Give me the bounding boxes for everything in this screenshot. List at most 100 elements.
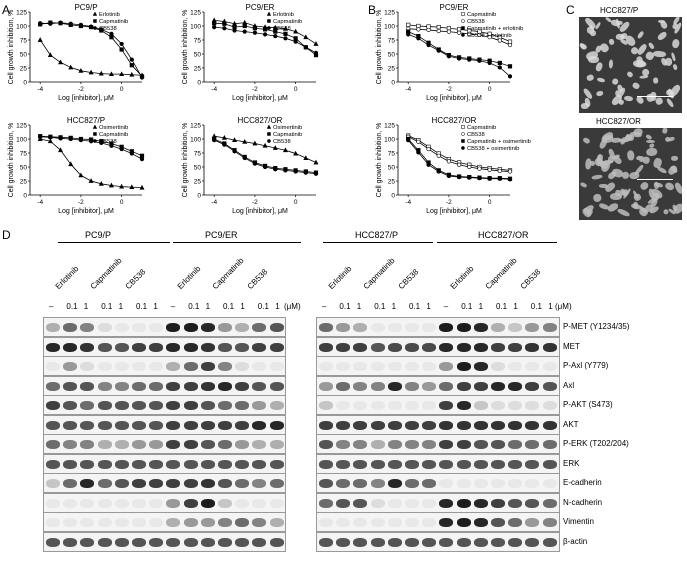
data-point: [252, 161, 258, 166]
blot-band: [405, 459, 419, 469]
blot-band: [183, 518, 198, 527]
dose-label: 1: [356, 302, 362, 311]
data-point: [313, 159, 319, 165]
blot-band: [405, 381, 419, 391]
data-point: [446, 173, 452, 179]
blot-band: [508, 342, 523, 352]
drug-label: Capmatinib: [361, 256, 397, 291]
data-point: [119, 183, 125, 189]
blot-band: [473, 401, 488, 410]
blot-band: [97, 381, 112, 391]
data-point: [242, 23, 247, 29]
blot-band: [166, 362, 181, 371]
blot-band: [269, 440, 284, 449]
blot-strip-right: [316, 473, 560, 493]
blot-band: [370, 440, 385, 449]
data-point: [212, 138, 217, 143]
dose-label: 0.1: [461, 302, 473, 311]
legend-marker: [461, 33, 465, 37]
blot-band: [166, 381, 181, 391]
chart-title: PC9/P: [74, 3, 97, 12]
blot-band: [218, 537, 232, 547]
chart-title: HCC827/OR: [432, 116, 477, 125]
data-point: [436, 28, 441, 34]
blot-row-label: Axl: [563, 380, 575, 390]
blot-band: [252, 537, 267, 547]
x-tick-label: -4: [37, 86, 43, 93]
blot-band: [97, 323, 112, 332]
blot-band: [542, 401, 557, 410]
blot-band: [422, 401, 437, 410]
data-point: [262, 142, 268, 148]
blot-band: [97, 459, 112, 469]
blot-band: [353, 420, 368, 430]
blot-band: [439, 537, 454, 547]
blot-band: [218, 323, 232, 332]
y-tick-label: 100: [16, 24, 27, 31]
blot-strip-left: [43, 453, 286, 474]
dose-label: –: [170, 302, 176, 311]
data-point: [313, 50, 319, 55]
blot-band: [200, 440, 215, 449]
data-point: [303, 45, 308, 50]
blot-band: [200, 362, 215, 371]
y-tick-label: 50: [194, 165, 202, 172]
blot-band: [439, 498, 454, 508]
data-point: [109, 143, 114, 148]
data-point: [487, 60, 492, 66]
blot-band: [269, 381, 284, 391]
blot-strip-left: [43, 356, 286, 376]
blot-strip-right: [316, 336, 560, 357]
blot-band: [132, 498, 146, 508]
blot-band: [422, 440, 437, 449]
scale-bar: [637, 179, 673, 180]
blot-band: [456, 518, 471, 527]
blot-band: [80, 362, 95, 371]
drug-label: CB538: [396, 267, 421, 291]
y-tick-label: 125: [190, 123, 201, 130]
blot-band: [235, 440, 250, 449]
y-tick-label: 75: [20, 38, 28, 45]
blot-band: [542, 420, 557, 430]
x-axis-label: Log [inhibitor], μM: [232, 95, 288, 102]
data-point: [467, 164, 472, 170]
blot-band: [353, 342, 368, 352]
data-point: [416, 36, 421, 41]
blot-band: [200, 518, 215, 527]
y-tick-label: 50: [20, 52, 28, 59]
legend-label: CB538: [273, 139, 291, 145]
dose-label: 1: [478, 302, 484, 311]
data-point: [282, 25, 288, 31]
blot-band: [473, 362, 488, 371]
blot-band: [456, 440, 471, 449]
data-point: [446, 54, 452, 59]
blot-strip-right: [316, 317, 560, 337]
dose-label: 1: [513, 302, 518, 311]
cell-shape: [645, 133, 652, 140]
cell-shape: [670, 155, 679, 162]
x-tick-label: -4: [37, 199, 43, 206]
blot-band: [319, 323, 333, 332]
blot-strip-left: [43, 473, 286, 493]
dose-label: 0.1: [66, 302, 78, 311]
blot-band: [80, 459, 95, 469]
blot-band: [218, 440, 232, 449]
legend-marker: [93, 26, 97, 30]
data-point: [446, 26, 452, 31]
data-point: [272, 24, 278, 30]
data-point: [99, 27, 104, 32]
blot-band: [149, 537, 164, 547]
blot-band: [80, 381, 95, 391]
data-point: [467, 175, 472, 180]
data-point: [282, 147, 288, 153]
blot-band: [422, 420, 437, 430]
blot-band: [97, 362, 112, 371]
blot-band: [183, 459, 198, 469]
legend-label: Capmatinib: [99, 132, 128, 138]
blot-band: [97, 479, 112, 488]
blot-strip-left: [43, 395, 286, 415]
drug-label: CB538: [123, 267, 148, 291]
blot-band: [491, 381, 505, 391]
x-axis-label: Log [inhibitor], μM: [232, 208, 288, 215]
